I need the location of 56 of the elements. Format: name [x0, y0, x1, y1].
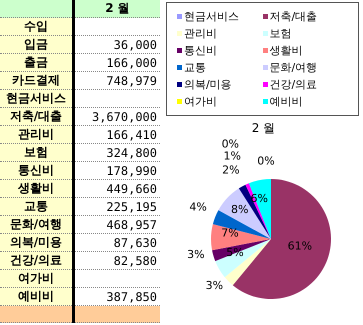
- category-label: 저축/대출: [0, 108, 74, 126]
- pie-slice: [218, 188, 271, 239]
- data-label: 61%: [288, 240, 312, 253]
- category-label: 수입: [0, 18, 74, 36]
- data-label: 2%: [222, 164, 240, 177]
- text: 2 월: [250, 120, 276, 137]
- legend-label: 예비비: [270, 94, 302, 109]
- category-label: 의복/미용: [0, 234, 74, 252]
- text: 0%: [257, 154, 275, 168]
- category-label: 현금서비스: [0, 90, 74, 108]
- legend-label: 생활비: [270, 43, 302, 58]
- pie-slice: [215, 239, 271, 278]
- legend-label: 교통: [184, 60, 206, 75]
- category-label: 생활비: [0, 180, 74, 198]
- data-label: 82,580: [73, 252, 160, 270]
- data-label: 166,410: [73, 126, 160, 144]
- legend-label: 보험: [270, 26, 292, 41]
- legend-label: 문화/여행: [270, 60, 318, 75]
- data-label: 449,660: [73, 180, 160, 198]
- category-label: 통신비: [0, 162, 74, 180]
- category-label: 출금: [0, 54, 74, 72]
- data-label: 4%: [189, 200, 207, 214]
- pie-slice: [224, 239, 271, 286]
- legend-label: 통신비: [184, 43, 217, 58]
- category-label: 예비비: [0, 288, 74, 306]
- category-label: 보험: [0, 144, 74, 162]
- data-label: 324,800: [73, 144, 160, 162]
- category-label: 건강/의료: [0, 252, 74, 270]
- data-label: 3,670,000: [73, 108, 160, 126]
- data-label: 166,000: [73, 54, 160, 72]
- legend-label: 여가비: [184, 94, 217, 109]
- legend-label: 현금서비스: [184, 9, 239, 24]
- data-label: 1%: [224, 149, 241, 162]
- category-label: 여가비: [0, 270, 74, 288]
- text: 2 월: [73, 0, 160, 18]
- legend-label: 관리비: [184, 26, 217, 41]
- data-label: 468,957: [73, 216, 160, 234]
- legend-label: 저축/대출: [270, 9, 318, 24]
- data-label: 178,990: [73, 162, 160, 180]
- data-label: 225,195: [73, 198, 160, 216]
- data-label: 3%: [187, 248, 205, 261]
- data-label: 387,850: [73, 288, 160, 306]
- category-label: 입금: [0, 36, 74, 54]
- data-label: 3%: [206, 279, 224, 292]
- category-label: 카드결제: [0, 72, 74, 90]
- data-label: 87,630: [73, 234, 160, 252]
- data-label: 7%: [221, 226, 239, 240]
- data-label: 8%: [231, 202, 248, 216]
- legend-label: 의복/미용: [184, 77, 232, 92]
- category-label: 관리비: [0, 126, 74, 144]
- data-label: 36,000: [73, 36, 160, 54]
- category-label: 교통: [0, 198, 74, 216]
- category-label: 문화/여행: [0, 216, 74, 234]
- legend-label: 건강/의료: [270, 77, 318, 92]
- data-label: 748,979: [73, 72, 160, 90]
- text: 0%: [222, 137, 240, 150]
